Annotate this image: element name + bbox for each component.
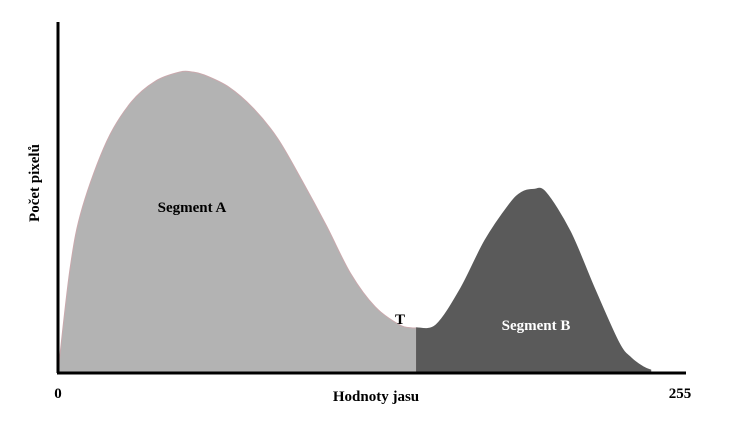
x-tick-label-0: 0 — [54, 386, 62, 402]
x-tick-label-255: 255 — [669, 386, 692, 402]
threshold-label: T — [395, 312, 405, 328]
segment-b-label: Segment B — [502, 318, 571, 334]
y-axis-label: Počet pixelů — [27, 144, 43, 222]
x-axis-label: Hodnoty jasu — [333, 389, 419, 405]
segment-b-area — [416, 187, 652, 374]
chart-labels: 0 255 Hodnoty jasu Počet pixelů T Segmen… — [27, 144, 691, 405]
segment-a-area — [57, 70, 418, 374]
segment-a-label: Segment A — [158, 200, 227, 216]
segment-areas — [57, 70, 652, 374]
